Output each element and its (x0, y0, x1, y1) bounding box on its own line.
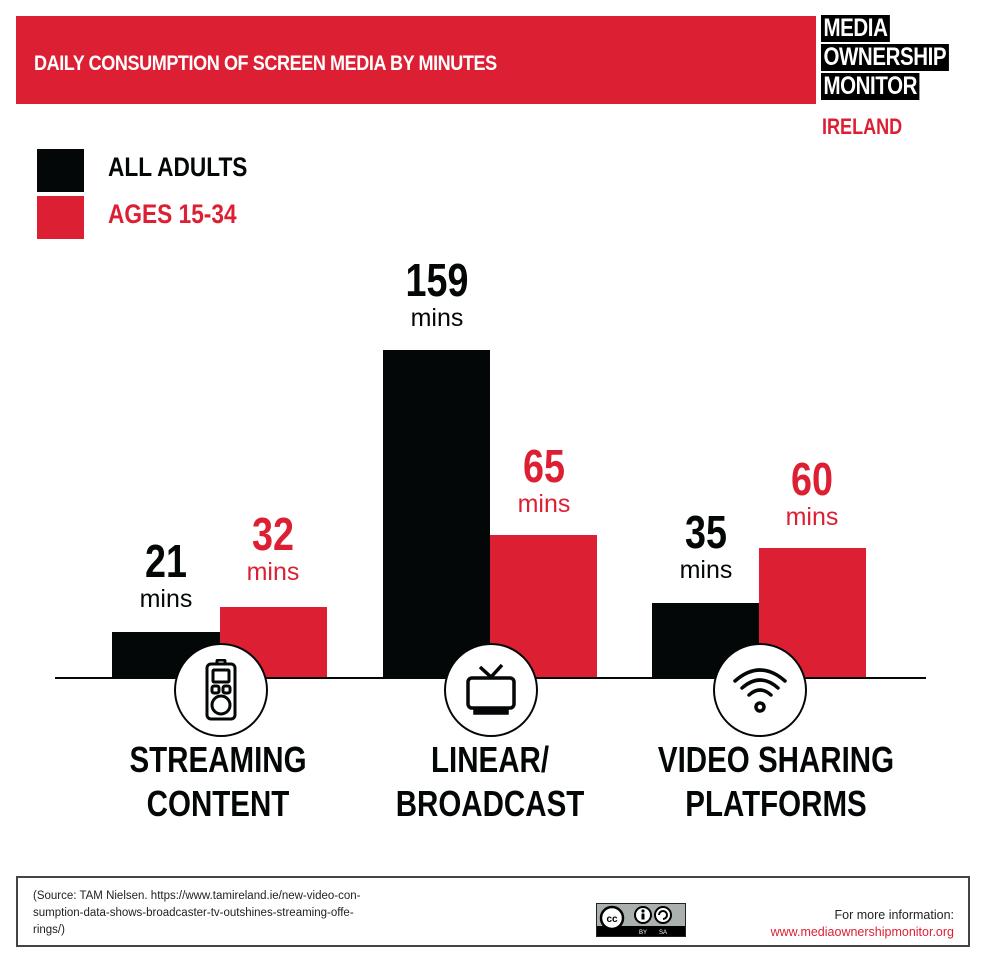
logo-country: IRELAND (822, 114, 903, 139)
more-information: For more information: www.mediaownership… (771, 907, 954, 941)
tv-icon (444, 643, 538, 737)
value-label-streaming-ages-15-34: 32 mins (246, 508, 300, 586)
svg-text:BY: BY (639, 930, 647, 936)
bar-linear-all-adults (383, 350, 490, 678)
source-citation: (Source: TAM Nielsen. https://www.tamire… (33, 890, 361, 936)
more-info-label: For more information: (834, 908, 954, 922)
logo-line-monitor: MONITOR (821, 73, 920, 100)
chart-title: DAILY CONSUMPTION OF SCREEN MEDIA BY MIN… (34, 52, 497, 75)
value-label-video-sharing-ages-15-34: 60 mins (785, 453, 839, 531)
wifi-icon (713, 643, 807, 737)
media-player-icon (174, 643, 268, 737)
title-banner: DAILY CONSUMPTION OF SCREEN MEDIA BY MIN… (16, 16, 816, 104)
value-label-streaming-all-adults: 21 mins (139, 535, 193, 613)
legend-swatch-ages-15-34 (37, 196, 84, 239)
category-label-video-sharing: VIDEO SHARING PLATFORMS (657, 739, 895, 824)
logo-line-ownership: OWNERSHIP (821, 44, 949, 71)
legend-label-ages-15-34: AGES 15-34 (108, 199, 237, 229)
legend-label-all-adults: ALL ADULTS (108, 152, 248, 182)
legend-swatch-all-adults (37, 149, 84, 192)
value-label-linear-all-adults: 159 mins (405, 254, 469, 332)
value-label-video-sharing-all-adults: 35 mins (679, 506, 733, 584)
category-label-streaming: STREAMING CONTENT (129, 739, 307, 824)
svg-text:cc: cc (606, 914, 618, 925)
cc-by-sa-license-badge[interactable]: cc BY SA (596, 903, 686, 937)
svg-text:SA: SA (659, 930, 667, 936)
footer-box: (Source: TAM Nielsen. https://www.tamire… (16, 876, 970, 947)
more-info-link[interactable]: www.mediaownershipmonitor.org (770, 925, 954, 939)
media-ownership-monitor-logo: MEDIA OWNERSHIP MONITOR (821, 15, 977, 102)
logo-line-media: MEDIA (821, 15, 890, 42)
value-label-linear-ages-15-34: 65 mins (517, 440, 571, 518)
category-label-linear: LINEAR/BROADCAST (395, 739, 585, 824)
